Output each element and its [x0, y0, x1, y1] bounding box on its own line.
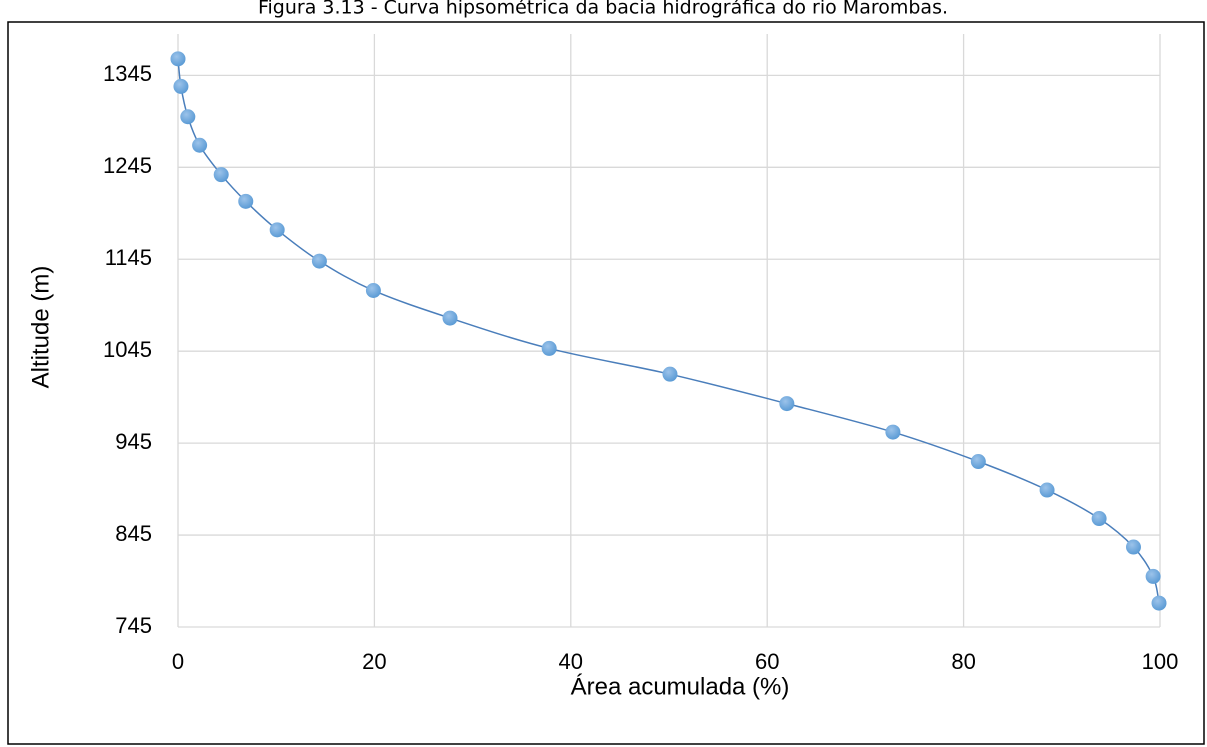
marker [442, 310, 458, 326]
marker [1151, 595, 1167, 611]
marker [192, 137, 208, 153]
marker [311, 253, 327, 269]
marker [238, 193, 254, 209]
y-tick-label: 1045 [103, 337, 152, 362]
x-tick-label: 60 [755, 649, 779, 674]
line [177, 58, 1160, 604]
y-tick-label: 1345 [103, 61, 152, 86]
y-tick-label: 945 [115, 429, 152, 454]
marker [1091, 511, 1107, 527]
marker [213, 167, 229, 183]
marker [885, 424, 901, 440]
x-axis-title: Área acumulada (%) [571, 673, 790, 700]
x-tick-label: 40 [559, 649, 583, 674]
y-tick-label: 1245 [103, 153, 152, 178]
x-tick-label: 0 [172, 649, 184, 674]
y-tick-label: 845 [115, 521, 152, 546]
marker [779, 396, 795, 412]
marker [1039, 482, 1055, 498]
marker [365, 283, 381, 299]
marker [662, 366, 678, 382]
marker [173, 78, 189, 94]
chart-frame [7, 21, 1205, 745]
marker [1145, 568, 1161, 584]
x-tick-label: 20 [362, 649, 386, 674]
y-axis-title: Altitude (m) [27, 266, 54, 389]
marker [170, 51, 186, 67]
y-tick-label: 745 [115, 613, 152, 638]
chart-title: Figura 3.13 - Curva hipsométrica da baci… [258, 0, 948, 19]
y-tick-label: 1145 [105, 245, 152, 270]
marker [180, 109, 196, 125]
marker [1125, 539, 1141, 555]
x-tick-label: 100 [1142, 649, 1179, 674]
marker [541, 340, 557, 356]
x-tick-label: 80 [951, 649, 975, 674]
marker [269, 222, 285, 238]
marker [970, 454, 986, 470]
